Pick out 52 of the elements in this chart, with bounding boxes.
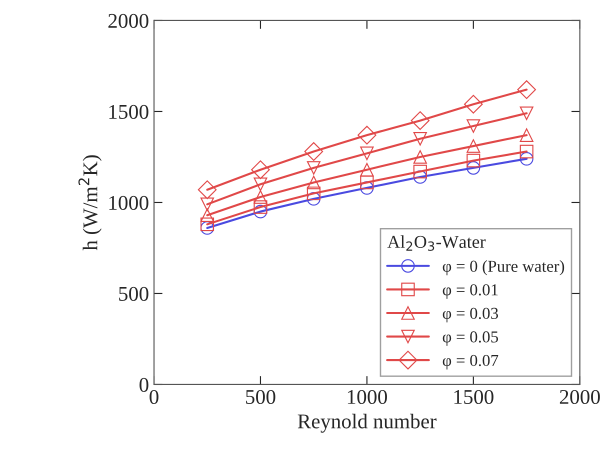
legend-label: φ = 0.03 [442, 308, 498, 322]
point [360, 176, 374, 190]
point [200, 218, 214, 232]
x-axis-title: Reynold number [298, 414, 436, 433]
point [466, 161, 480, 175]
legend-label: φ = 0 (Pure water) [442, 260, 564, 276]
point [466, 119, 480, 133]
y-tick-label: 1000 [109, 196, 148, 210]
point [466, 139, 480, 153]
x-tick-label: 500 [246, 390, 276, 404]
point [306, 161, 321, 175]
point [520, 152, 534, 166]
y-tick-label: 500 [119, 286, 148, 301]
point [200, 197, 214, 212]
point [520, 128, 534, 142]
x-tick-label: 0 [150, 390, 158, 404]
legend-label: φ = 0.05 [442, 331, 498, 346]
point [254, 177, 268, 192]
point [360, 146, 374, 160]
point [306, 176, 321, 190]
point [520, 106, 534, 120]
x-tick-label: 2000 [560, 390, 600, 404]
y-axis-title: h (W/m$^{2}$K) [78, 155, 102, 250]
point [520, 144, 534, 158]
y-tick-label: 2000 [108, 14, 148, 28]
point [517, 80, 536, 100]
point [413, 150, 427, 164]
x-tick-label: 1500 [454, 390, 494, 404]
legend-label: φ = 0.01 [442, 284, 498, 299]
point [254, 200, 268, 214]
point [198, 180, 217, 200]
point [304, 142, 324, 161]
x-tick-label: 1000 [348, 390, 387, 404]
point [413, 164, 427, 178]
point [306, 192, 321, 206]
point [360, 162, 374, 177]
point [360, 181, 374, 195]
point [413, 132, 427, 146]
point [358, 126, 376, 145]
point [254, 190, 268, 204]
point [410, 111, 430, 130]
y-tick-label: 1500 [109, 104, 148, 119]
point [466, 154, 480, 168]
point [306, 186, 321, 200]
y-tick-label: 0 [140, 378, 148, 392]
legend-label: φ = 0.07 [442, 354, 498, 370]
point [200, 208, 214, 222]
point [464, 94, 483, 114]
point [413, 170, 427, 184]
point [251, 160, 270, 180]
point [200, 221, 214, 235]
legend-title: Al$_{2}$O$_{3}$-Water [387, 235, 486, 251]
